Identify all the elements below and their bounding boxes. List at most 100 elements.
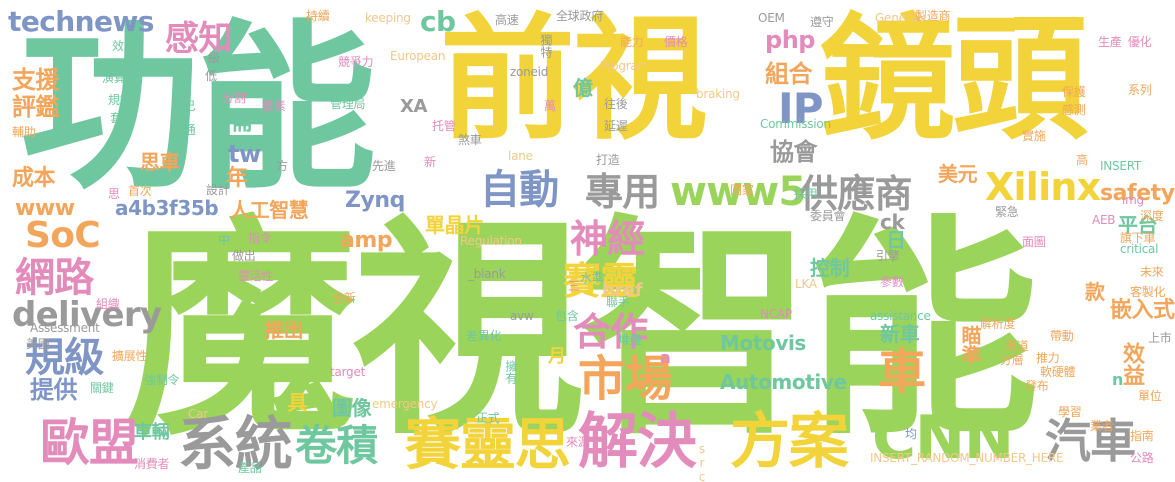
word-cloud-word: 提供 [30, 376, 78, 404]
word-cloud-word: 日 [886, 228, 906, 252]
word-cloud-word: cb [420, 5, 456, 38]
word-cloud-word: 畫素 [262, 99, 286, 113]
word-cloud-word: 生產 [1098, 35, 1122, 49]
word-cloud-word: www5 [670, 169, 806, 215]
word-cloud-word: safety [1100, 181, 1175, 206]
word-cloud-word: 卷積 [295, 421, 378, 470]
word-cloud-word: 正式 [476, 411, 500, 425]
word-cloud-word: 解決 [578, 407, 697, 477]
word-cloud-word: 萬 [544, 99, 556, 113]
word-cloud-word: 管理局 [330, 97, 366, 111]
word-cloud-word: 前視 [440, 1, 707, 158]
word-cloud-word: 供應商 [800, 172, 912, 216]
word-cloud-word: 需 [227, 110, 252, 132]
word-cloud-word: 擁有 [504, 360, 518, 384]
word-cloud-word: 新 [424, 155, 436, 169]
word-cloud-word: 關鍵 [90, 381, 114, 395]
word-cloud-word: LKA [795, 277, 817, 291]
word-cloud-word: XA [400, 96, 428, 117]
word-cloud-word: 平台 [1118, 213, 1158, 237]
word-cloud-word: 分層 [1000, 353, 1024, 367]
word-cloud-word: 首次 [128, 184, 152, 198]
word-cloud-word: Motovis [720, 331, 806, 355]
word-cloud-word: 面圖 [1022, 235, 1046, 249]
word-cloud-word: 托管 [432, 119, 456, 133]
word-cloud-word: 製造商 [915, 9, 951, 23]
word-cloud-word: 靈活性 [238, 269, 274, 283]
word-cloud-word: 款 [1085, 280, 1105, 304]
word-cloud-word: Xilinx [985, 165, 1101, 209]
word-cloud-word: SoC [25, 215, 101, 256]
word-cloud-word: 效益 [1119, 342, 1144, 386]
word-cloud-word: 人工智慧 [230, 198, 309, 222]
word-cloud-word: 賽靈 [563, 259, 638, 303]
word-cloud-word: 新車 [880, 322, 920, 346]
word-cloud-word: 規範 [108, 93, 132, 107]
word-cloud-word: 能力 [620, 35, 644, 49]
word-cloud-word: 魔視智能 [125, 196, 1039, 466]
word-cloud-word: 公路 [1130, 451, 1154, 465]
word-cloud-word: NCAP [760, 307, 792, 321]
word-cloud-word: 消費者 [134, 457, 170, 471]
word-cloud-word: 方 [276, 159, 288, 173]
word-cloud-word: amp [340, 228, 393, 253]
word-cloud-word: 鏡頭 [820, 1, 1087, 158]
word-cloud-word: keeping [365, 11, 411, 25]
word-cloud-word: 做出 [232, 249, 256, 263]
word-cloud-word: 全球政府 [556, 9, 604, 23]
word-cloud-word: delivery [12, 295, 162, 335]
word-cloud-word: 煞車 [458, 133, 482, 147]
word-cloud-word: 億 [573, 76, 593, 100]
word-cloud-word: 單位 [1138, 389, 1162, 403]
word-cloud-word: 自動 [480, 167, 559, 213]
word-cloud-word: 演算法 [102, 71, 138, 85]
word-cloud-word: 差異化 [466, 329, 502, 343]
word-cloud-word: 緊急 [995, 205, 1019, 219]
word-cloud-word: 支援 [12, 66, 60, 94]
word-cloud-word: 月 [548, 346, 566, 367]
word-cloud-word: 專用 [585, 170, 660, 214]
word-cloud-word: AEB [1092, 213, 1116, 227]
word-cloud-word: avw [510, 309, 534, 323]
word-cloud-word: 神經 [570, 217, 645, 261]
word-cloud-word: 保護 [1062, 85, 1086, 99]
word-cloud-word: 合作 [573, 310, 648, 354]
word-cloud-word: 系列 [1128, 83, 1152, 97]
word-cloud-word: 指令 [248, 231, 272, 245]
word-cloud-word: 級 [208, 51, 220, 65]
word-cloud-word: assistance [870, 309, 931, 323]
word-cloud-word: braking [696, 87, 740, 101]
word-cloud-word: 高 [1076, 153, 1088, 167]
word-cloud-word: target [330, 365, 366, 379]
word-cloud-word: 水準 [580, 271, 604, 285]
word-cloud-word: 遵守 [810, 15, 834, 29]
word-cloud-word: critical [1120, 242, 1159, 256]
word-cloud-word: 上市 [1148, 331, 1172, 345]
word-cloud-word: 瞄準 [958, 325, 982, 365]
word-cloud-word: 堆疊 [618, 333, 642, 347]
word-cloud-word: 成本 [12, 166, 56, 191]
word-cloud-word: 效能 [112, 39, 136, 53]
word-cloud-word: 獨特 [539, 34, 553, 58]
word-cloud-word: 具 [284, 392, 308, 412]
word-cloud-word: 客製化 [1130, 285, 1166, 299]
word-cloud-word: 持續 [306, 9, 330, 23]
word-cloud-word: 年 [226, 166, 248, 191]
word-cloud-word: General [875, 11, 921, 25]
word-cloud-word: 市場 [578, 351, 673, 407]
word-cloud-word: Regulation [460, 234, 522, 248]
word-cloud-word: 引擎 [876, 249, 900, 263]
word-cloud-word: a [660, 348, 671, 367]
word-cloud-word: 感測 [1062, 103, 1086, 117]
word-cloud-word: 思 [108, 187, 120, 201]
word-cloud-word: 全新 [332, 291, 356, 305]
word-cloud-word: 推力 [1036, 351, 1060, 365]
word-cloud-word: 評鑑 [12, 93, 60, 121]
word-cloud-word: IP [778, 84, 824, 133]
word-cloud-word: 規級 [25, 335, 104, 381]
word-cloud-word: 軟硬體 [1040, 365, 1076, 379]
word-cloud-word: Car [188, 407, 208, 421]
word-cloud-word: 低 [205, 69, 217, 83]
word-cloud-word: 輔助 [12, 125, 36, 139]
